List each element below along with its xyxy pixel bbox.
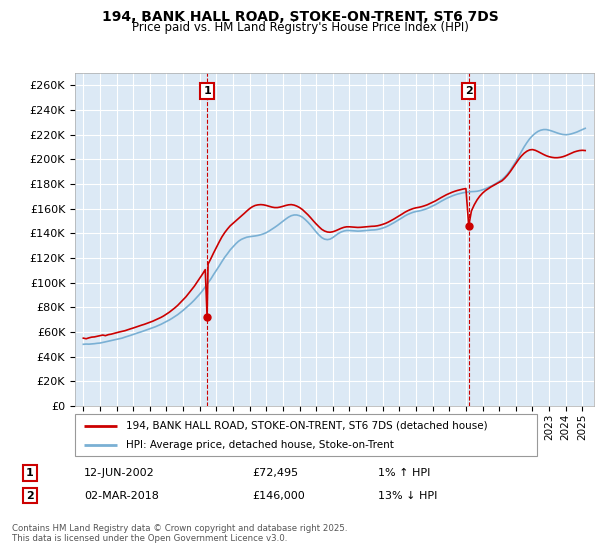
Text: 1: 1 bbox=[203, 86, 211, 96]
Text: Contains HM Land Registry data © Crown copyright and database right 2025.
This d: Contains HM Land Registry data © Crown c… bbox=[12, 524, 347, 543]
Text: 12-JUN-2002: 12-JUN-2002 bbox=[84, 468, 155, 478]
Text: Price paid vs. HM Land Registry's House Price Index (HPI): Price paid vs. HM Land Registry's House … bbox=[131, 21, 469, 34]
Text: 1: 1 bbox=[26, 468, 34, 478]
Text: 2: 2 bbox=[465, 86, 473, 96]
Text: 02-MAR-2018: 02-MAR-2018 bbox=[84, 491, 159, 501]
Text: 194, BANK HALL ROAD, STOKE-ON-TRENT, ST6 7DS: 194, BANK HALL ROAD, STOKE-ON-TRENT, ST6… bbox=[101, 10, 499, 24]
Text: £146,000: £146,000 bbox=[252, 491, 305, 501]
Text: 1% ↑ HPI: 1% ↑ HPI bbox=[378, 468, 430, 478]
Text: HPI: Average price, detached house, Stoke-on-Trent: HPI: Average price, detached house, Stok… bbox=[126, 440, 394, 450]
Text: 13% ↓ HPI: 13% ↓ HPI bbox=[378, 491, 437, 501]
Text: £72,495: £72,495 bbox=[252, 468, 298, 478]
FancyBboxPatch shape bbox=[75, 414, 537, 456]
Text: 194, BANK HALL ROAD, STOKE-ON-TRENT, ST6 7DS (detached house): 194, BANK HALL ROAD, STOKE-ON-TRENT, ST6… bbox=[126, 421, 487, 431]
Text: 2: 2 bbox=[26, 491, 34, 501]
